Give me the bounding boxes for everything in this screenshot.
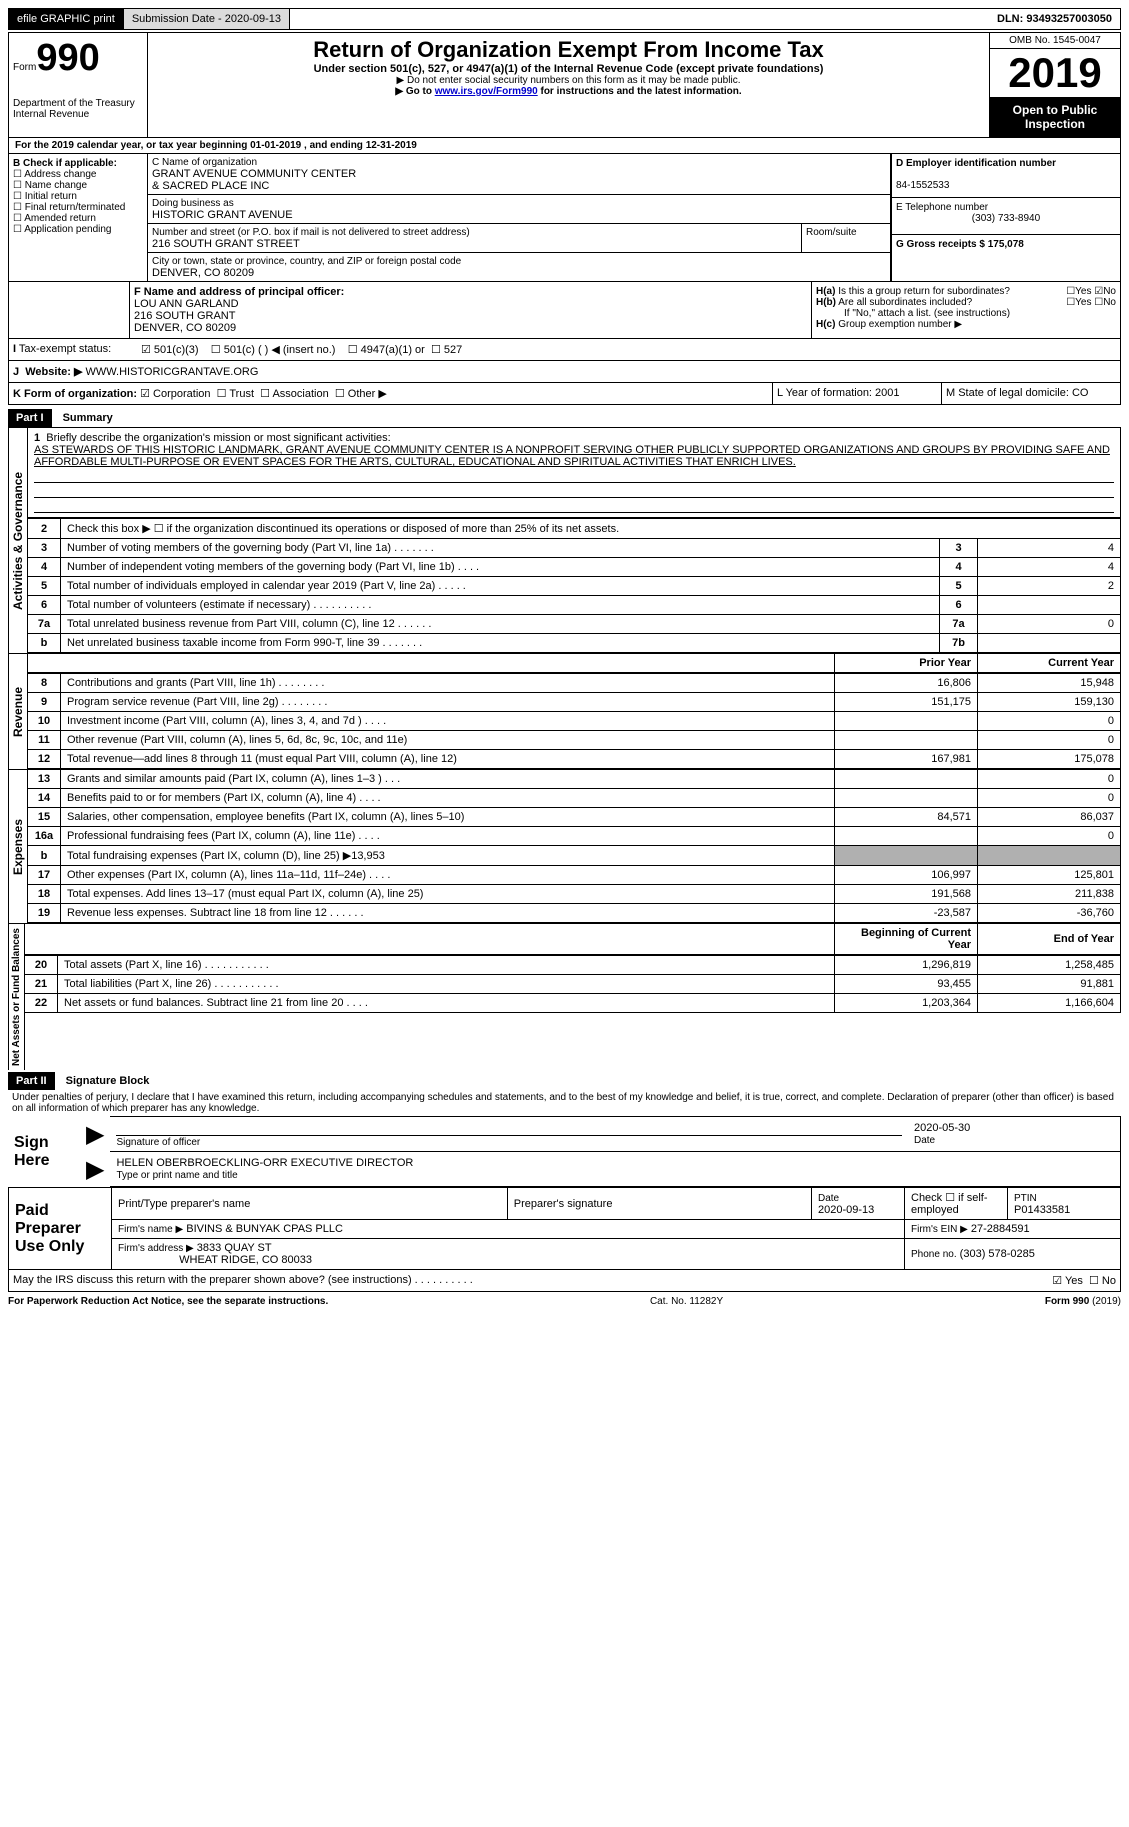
- instructions-link[interactable]: www.irs.gov/Form990: [435, 86, 538, 97]
- submission-date: Submission Date - 2020-09-13: [124, 9, 290, 29]
- part2-title: Signature Block: [58, 1072, 158, 1090]
- governance-table: 2Check this box ▶ ☐ if the organization …: [28, 518, 1121, 653]
- gross-receipts: G Gross receipts $ 175,078: [896, 239, 1024, 250]
- efile-label[interactable]: efile GRAPHIC print: [9, 9, 124, 29]
- open-public-badge: Open to Public Inspection: [990, 97, 1120, 137]
- state-domicile: M State of legal domicile: CO: [941, 383, 1120, 404]
- mission-text: AS STEWARDS OF THIS HISTORIC LANDMARK, G…: [34, 444, 1110, 468]
- ein: 84-1552533: [896, 180, 949, 191]
- discuss-question: May the IRS discuss this return with the…: [13, 1274, 1052, 1287]
- year-formation: L Year of formation: 2001: [772, 383, 941, 404]
- line-a: For the 2019 calendar year, or tax year …: [8, 138, 1121, 154]
- check-amended[interactable]: ☐ Amended return: [13, 213, 96, 224]
- subtitle: Under section 501(c), 527, or 4947(a)(1)…: [160, 63, 977, 75]
- vert-governance: Activities & Governance: [8, 427, 28, 653]
- form-header: Form990 Department of the Treasury Inter…: [8, 32, 1121, 138]
- check-address[interactable]: ☐ Address change: [13, 169, 96, 180]
- page-footer: For Paperwork Reduction Act Notice, see …: [8, 1292, 1121, 1307]
- dln: DLN: 93493257003050: [989, 9, 1120, 29]
- note1: ▶ Do not enter social security numbers o…: [160, 75, 977, 86]
- check-final[interactable]: ☐ Final return/terminated: [13, 202, 125, 213]
- preparer-table: Paid Preparer Use Only Print/Type prepar…: [8, 1187, 1121, 1270]
- dept-label: Department of the Treasury Internal Reve…: [13, 98, 143, 120]
- check-initial[interactable]: ☐ Initial return: [13, 191, 77, 202]
- vert-netassets: Net Assets or Fund Balances: [8, 923, 25, 1070]
- ha-yes-no[interactable]: ☐Yes ☑No: [1066, 286, 1116, 297]
- check-name[interactable]: ☐ Name change: [13, 180, 87, 191]
- ptin: P01433581: [1014, 1204, 1070, 1216]
- firm-name: BIVINS & BUNYAK CPAS PLLC: [186, 1223, 343, 1235]
- sig-date: 2020-05-30: [914, 1122, 970, 1134]
- city-state-zip: DENVER, CO 80209: [152, 267, 254, 279]
- discuss-yes-no[interactable]: ☑ Yes ☐ No: [1052, 1274, 1116, 1287]
- form-title: Return of Organization Exempt From Incom…: [160, 37, 977, 63]
- part1-title: Summary: [55, 409, 121, 427]
- tax-year: 2019: [990, 49, 1120, 97]
- form-number: 990: [36, 37, 99, 79]
- revenue-header: Prior YearCurrent Year: [28, 653, 1121, 673]
- part1-header: Part I: [8, 409, 52, 427]
- street-address: 216 SOUTH GRANT STREET: [152, 238, 300, 250]
- revenue-table: 8Contributions and grants (Part VIII, li…: [28, 673, 1121, 769]
- netassets-table: 20Total assets (Part X, line 16) . . . .…: [25, 955, 1121, 1013]
- vert-revenue: Revenue: [8, 653, 28, 769]
- firm-phone: (303) 578-0285: [960, 1248, 1035, 1260]
- org-name: GRANT AVENUE COMMUNITY CENTER & SACRED P…: [152, 168, 356, 192]
- officer-print-name: HELEN OBERBROECKLING-ORR EXECUTIVE DIREC…: [116, 1157, 413, 1169]
- vert-expenses: Expenses: [8, 769, 28, 923]
- firm-address: 3833 QUAY ST: [197, 1242, 272, 1254]
- check-pending[interactable]: ☐ Application pending: [13, 224, 112, 235]
- hb-yes-no[interactable]: ☐Yes ☐No: [1066, 297, 1116, 308]
- top-bar: efile GRAPHIC print Submission Date - 20…: [8, 8, 1121, 30]
- website-row: J Website: ▶ WWW.HISTORICGRANTAVE.ORG: [8, 361, 1121, 383]
- entity-block: B Check if applicable: ☐ Address change …: [8, 154, 1121, 282]
- tax-exempt-row: I Tax-exempt status: ☑ 501(c)(3) ☐ 501(c…: [8, 339, 1121, 361]
- netassets-header: Beginning of Current YearEnd of Year: [25, 923, 1121, 955]
- section-b-heading: B Check if applicable:: [13, 158, 117, 169]
- declaration-text: Under penalties of perjury, I declare th…: [8, 1090, 1121, 1116]
- dba: HISTORIC GRANT AVENUE: [152, 209, 293, 221]
- firm-ein: 27-2884591: [971, 1223, 1030, 1235]
- signature-table: Sign Here ▶ Signature of officer 2020-05…: [8, 1116, 1121, 1187]
- 501c3-check[interactable]: ☑ 501(c)(3): [141, 344, 199, 356]
- website-url[interactable]: WWW.HISTORICGRANTAVE.ORG: [85, 366, 258, 378]
- officer-name: LOU ANN GARLAND: [134, 298, 239, 310]
- telephone: (303) 733-8940: [896, 213, 1116, 224]
- form-prefix: Form: [13, 62, 36, 73]
- klm-row: K Form of organization: ☑ Corporation ☐ …: [8, 383, 1121, 405]
- part2-header: Part II: [8, 1072, 55, 1090]
- omb-number: OMB No. 1545-0047: [990, 33, 1120, 49]
- officer-block: F Name and address of principal officer:…: [8, 282, 1121, 339]
- expenses-table: 13Grants and similar amounts paid (Part …: [28, 769, 1121, 923]
